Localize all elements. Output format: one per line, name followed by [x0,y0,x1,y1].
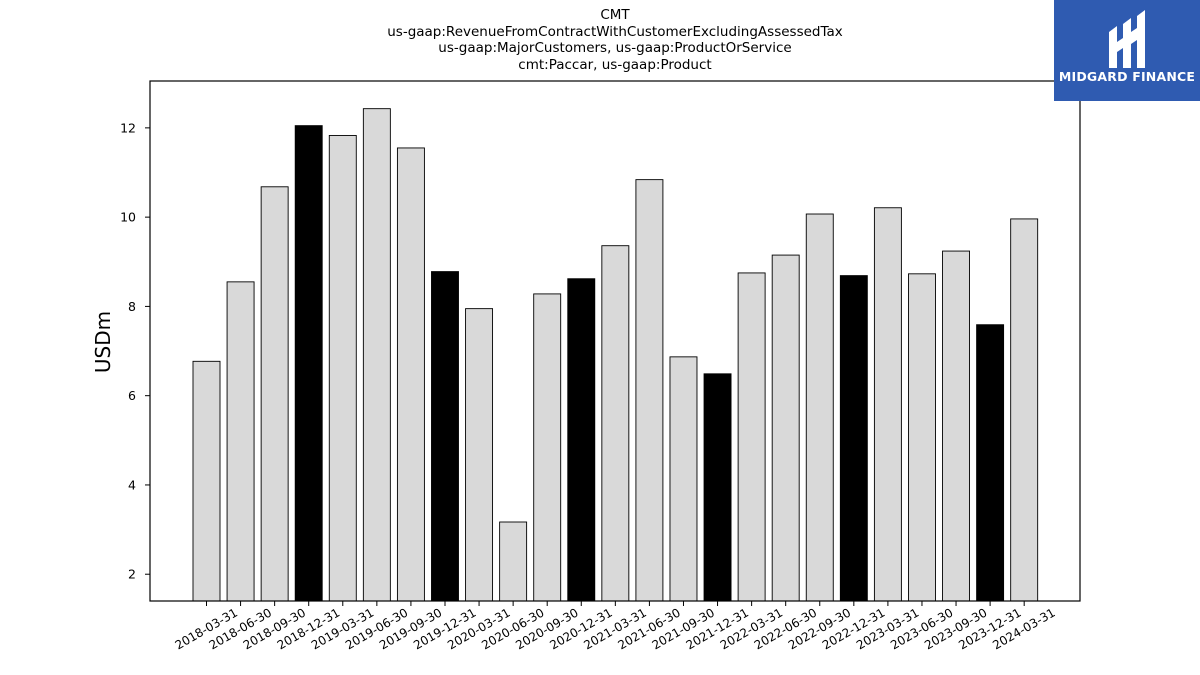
bar-2023-06-30 [908,273,936,602]
bar-2023-12-31 [976,324,1005,602]
y-axis: 2 4 6 8 10 12 [120,120,150,582]
bar-2021-09-30 [669,356,698,602]
bar-2019-06-30 [362,108,391,602]
bar-2022-09-30 [805,213,834,602]
y-tick-label: 12 [120,120,136,135]
bar-2023-09-30 [942,250,970,602]
midgard-logo-icon [1109,10,1145,68]
chart-title-line-3: us-gaap:MajorCustomers, us-gaap:ProductO… [438,40,792,56]
bar-2024-03-31 [1010,218,1039,602]
plot-frame [149,80,1081,602]
brand-logo: MIDGARD FINANCE [1054,0,1200,101]
bar-2019-12-31 [431,271,459,602]
bar-2020-03-31 [465,308,494,602]
y-tick-label: 6 [128,388,136,403]
bars-group [192,108,1039,602]
bar-2019-09-30 [396,147,425,602]
bar-2019-03-31 [328,134,357,602]
bar-2021-12-31 [703,373,732,602]
y-tick-label: 2 [128,567,136,582]
bar-2023-03-31 [873,207,902,602]
bar-2022-12-31 [839,275,868,602]
x-axis: 2018-03-312018-06-302018-09-302018-12-31… [173,601,1058,652]
bar-2018-12-31 [294,125,323,602]
bar-2022-03-31 [737,272,766,602]
chart-title-line-1: CMT [600,7,630,23]
bar-2021-03-31 [601,245,630,602]
bar-2018-06-30 [226,281,255,602]
y-tick-label: 8 [128,299,136,314]
bar-2018-09-30 [260,186,289,602]
logo-text: MIDGARD FINANCE [1058,69,1196,84]
y-tick-label: 4 [128,477,136,492]
y-axis-label: USDm [91,311,115,373]
bar-2020-09-30 [533,293,562,602]
bar-2020-12-31 [567,278,596,602]
chart-title-line-2: us-gaap:RevenueFromContractWithCustomerE… [387,24,843,40]
bar-2021-06-30 [635,179,664,602]
bar-2022-06-30 [771,254,800,602]
y-tick-label: 10 [120,210,136,225]
chart-title-line-4: cmt:Paccar, us-gaap:Product [518,57,712,73]
bar-2020-06-30 [499,521,528,602]
bar-2018-03-31 [192,360,221,602]
